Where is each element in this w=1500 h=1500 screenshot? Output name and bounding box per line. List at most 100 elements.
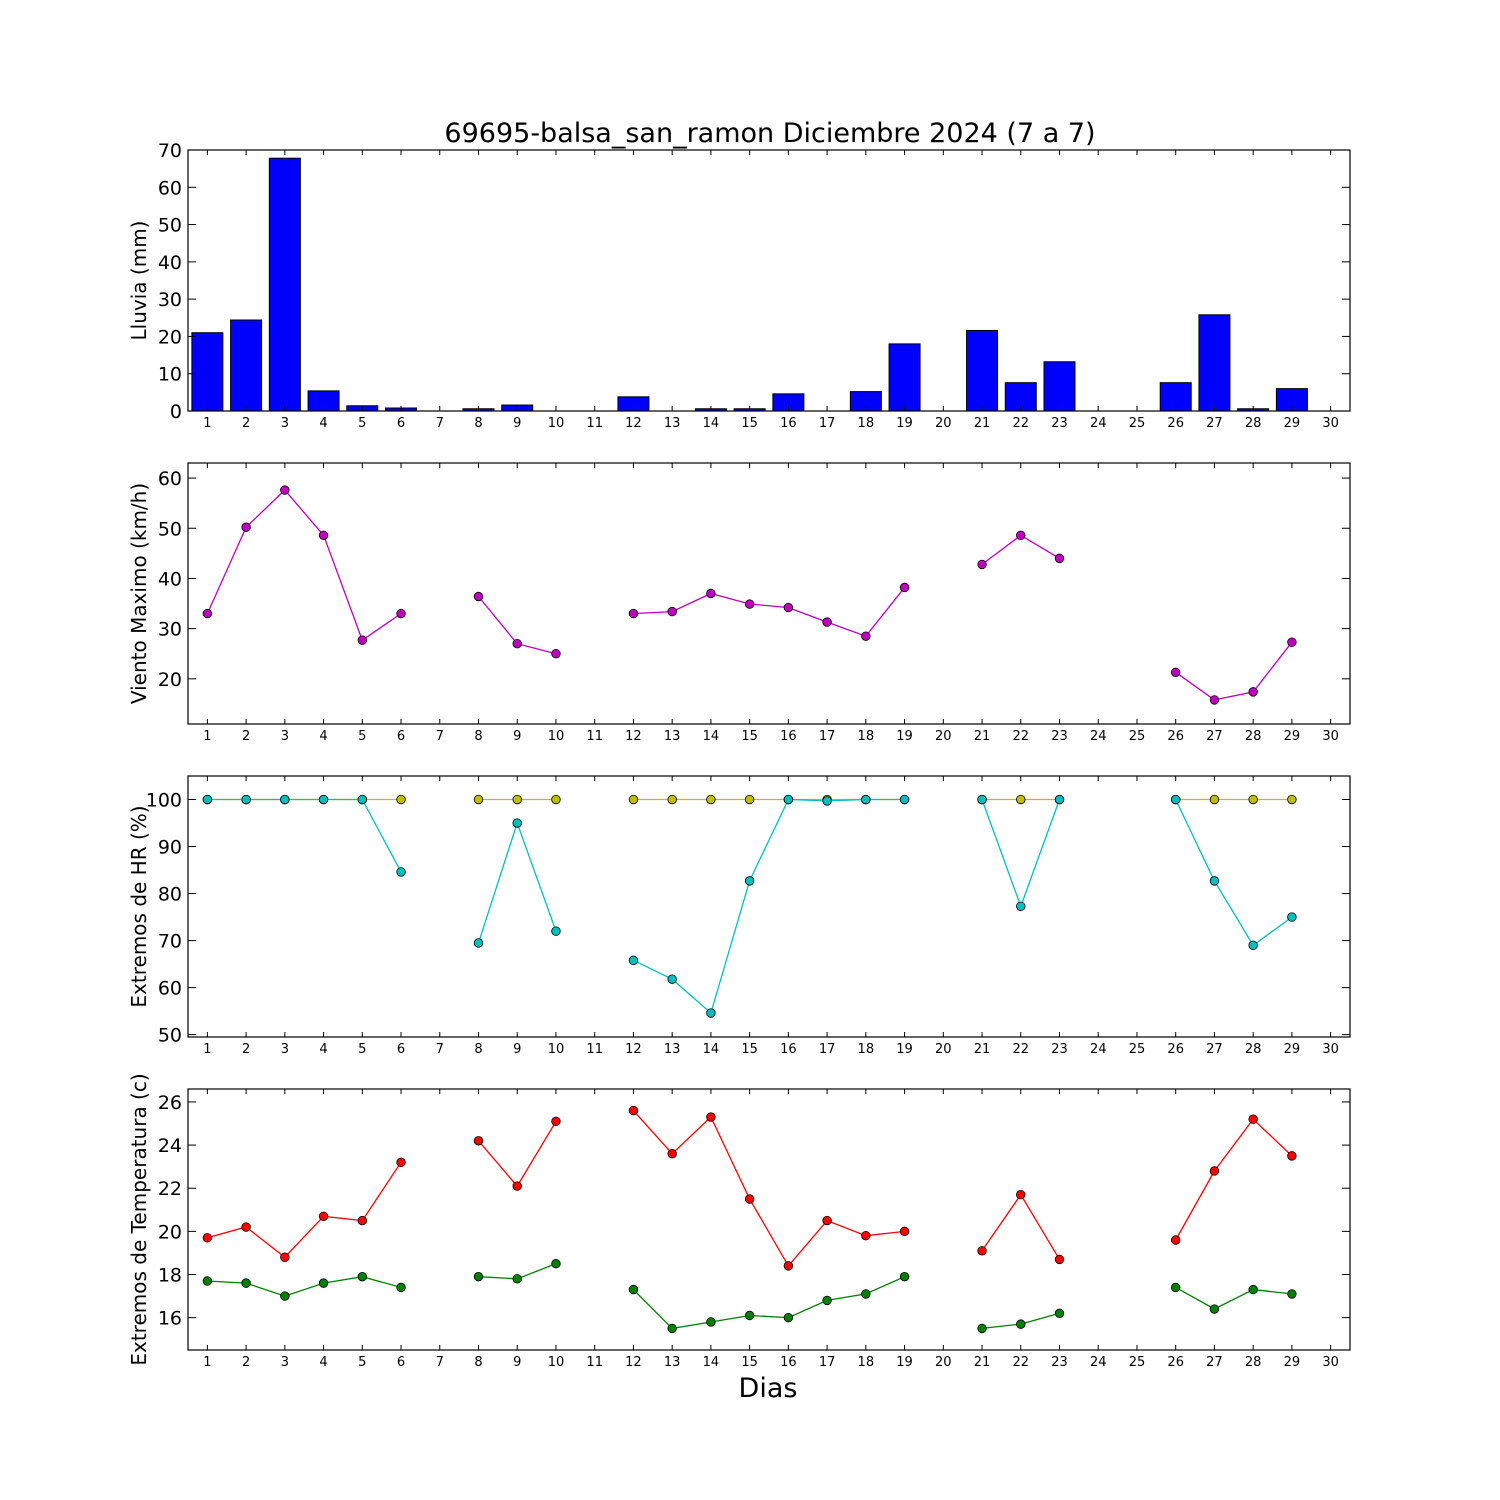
temp-xtick-label: 2 [242, 1355, 250, 1370]
temp-xtick-label: 1 [203, 1355, 211, 1370]
rain-ytick-label: 10 [158, 364, 182, 386]
temp-series-1-point-day-26 [1170, 1235, 1181, 1245]
hr-ytick-label: 80 [158, 884, 182, 906]
rain-ytick-label: 60 [158, 177, 182, 199]
hr-ytick-label: 50 [158, 1025, 182, 1047]
temp-series-1-line-5 [1175, 1118, 1293, 1241]
temp-series-1-point-day-12 [628, 1105, 639, 1116]
rain-xtick-label: 26 [1167, 416, 1184, 431]
hr-series-2-point-day-22 [1016, 901, 1026, 911]
wind-xtick-label: 30 [1322, 729, 1339, 744]
temp-series-2-point-day-15 [744, 1310, 755, 1321]
temp-series-2-point-day-9 [512, 1274, 522, 1284]
wind-xtick-label: 22 [1012, 729, 1029, 744]
hr-xtick-label: 30 [1322, 1042, 1339, 1057]
wind-series-1-point-day-4 [318, 530, 329, 540]
hr-xtick-label: 2 [242, 1042, 250, 1057]
rain-xtick-label: 13 [664, 416, 681, 431]
wind-series-1 [202, 485, 1297, 705]
temp-series-1-point-day-18 [861, 1230, 871, 1241]
rain-xtick-label: 24 [1090, 416, 1107, 431]
temp-xtick-label: 27 [1206, 1355, 1223, 1370]
rain-xtick-label: 6 [397, 416, 405, 431]
wind-series-1-point-day-17 [822, 617, 832, 627]
temp-series-1-line-1 [207, 1161, 402, 1259]
wind-series-1-point-day-3 [280, 485, 290, 495]
hr-xtick-label: 19 [896, 1042, 913, 1057]
wind-xtick-label: 3 [281, 729, 289, 744]
panel-hr: 1 2 3 4 5 6 7 8 9 10 11 12 13 14 15 16 17 18 19 20 21 22 23 24 2… [127, 775, 1351, 1057]
wind-series-1-point-day-23 [1054, 553, 1065, 564]
temp-series-2 [202, 1259, 1297, 1334]
temp-xtick-label: 28 [1245, 1355, 1262, 1370]
temp-series-1-point-day-21 [977, 1246, 987, 1256]
temp-series-1-point-day-10 [551, 1116, 561, 1127]
temp-xtick-label: 18 [858, 1355, 875, 1370]
hr-xtick-label: 9 [513, 1042, 521, 1057]
hr-series-1-point-day-9 [512, 794, 522, 805]
temp-series-2-line-5 [1175, 1286, 1292, 1310]
wind-xtick-label: 21 [974, 729, 991, 744]
temp-xtick-label: 20 [935, 1355, 952, 1370]
wind-ytick-label: 60 [158, 468, 182, 490]
temp-ytick-label: 24 [158, 1135, 182, 1157]
temp-xtick-label: 30 [1322, 1355, 1339, 1370]
wind-xtick-label: 28 [1245, 729, 1262, 744]
x-axis-label: Dias [739, 1373, 798, 1404]
rain-xtick-label: 30 [1322, 416, 1339, 431]
hr-series-2-point-day-23 [1054, 794, 1065, 805]
hr-series-2-line-3 [633, 798, 905, 1015]
wind-xtick-label: 14 [703, 729, 720, 744]
rain-ytick-label: 30 [158, 289, 182, 311]
wind-series-1-point-day-19 [899, 582, 910, 593]
temp-xtick-label: 19 [896, 1355, 913, 1370]
rain-xtick-label: 27 [1206, 416, 1223, 431]
wind-xtick-label: 29 [1284, 729, 1301, 744]
hr-series-2-point-day-13 [667, 974, 677, 984]
rain-xtick-label: 19 [896, 416, 913, 431]
wind-xtick-label: 2 [242, 729, 250, 744]
temp-xtick-label: 13 [664, 1355, 681, 1370]
temp-xtick-label: 6 [397, 1355, 405, 1370]
wind-series-1-point-day-8 [473, 591, 484, 602]
temp-xtick-label: 23 [1051, 1355, 1068, 1370]
wind-series-1-point-day-10 [551, 649, 561, 659]
rain-xtick-label: 16 [780, 416, 797, 431]
temp-series-1 [202, 1105, 1297, 1271]
bar-day-23 [1043, 361, 1076, 412]
hr-series-2-line-4 [981, 799, 1061, 909]
hr-series-1-point-day-8 [473, 794, 484, 805]
temp-xtick-label: 3 [281, 1355, 289, 1370]
temp-xtick-label: 21 [974, 1355, 991, 1370]
hr-series-1-point-day-14 [706, 794, 716, 805]
temp-series-1-point-day-4 [318, 1211, 329, 1221]
temp-series-1-point-day-15 [744, 1194, 755, 1204]
hr-xtick-label: 12 [625, 1042, 642, 1057]
wind-xtick-label: 19 [896, 729, 913, 744]
temp-series-2-point-day-4 [318, 1278, 329, 1288]
temp-xtick-label: 4 [319, 1355, 327, 1370]
temp-xtick-label: 10 [548, 1355, 565, 1370]
wind-xtick-label: 24 [1090, 729, 1107, 744]
temp-series-2-point-day-21 [977, 1323, 987, 1334]
wind-axes-frame [187, 462, 1351, 725]
hr-series-1-point-day-10 [551, 794, 561, 805]
temp-series-2-point-day-5 [357, 1271, 368, 1282]
hr-series-1-point-day-13 [667, 794, 677, 805]
hr-xtick-label: 18 [858, 1042, 875, 1057]
temp-series-2-line-3 [632, 1276, 905, 1330]
temp-xtick-label: 25 [1129, 1355, 1146, 1370]
temp-series-1-point-day-2 [241, 1222, 251, 1232]
temp-series-1-point-day-3 [280, 1252, 290, 1262]
hr-series-2-point-day-12 [628, 955, 639, 966]
hr-y-axis-label: Extremos de HR (%) [127, 805, 151, 1007]
hr-series-1-point-day-12 [628, 794, 639, 805]
wind-series-1-line-3 [633, 587, 906, 637]
wind-series-1-point-day-27 [1209, 695, 1220, 705]
temp-series-2-line-1 [207, 1276, 402, 1297]
temp-series-2-point-day-8 [473, 1271, 484, 1282]
temp-series-2-point-day-17 [822, 1295, 832, 1306]
wind-xtick-label: 7 [436, 729, 444, 744]
panel-temp: 1 2 3 4 5 6 7 8 9 10 11 12 13 14 15 16 17 18 19 20 21 22 23 24 2… [127, 1073, 1351, 1370]
temp-series-2-point-day-26 [1170, 1282, 1181, 1293]
